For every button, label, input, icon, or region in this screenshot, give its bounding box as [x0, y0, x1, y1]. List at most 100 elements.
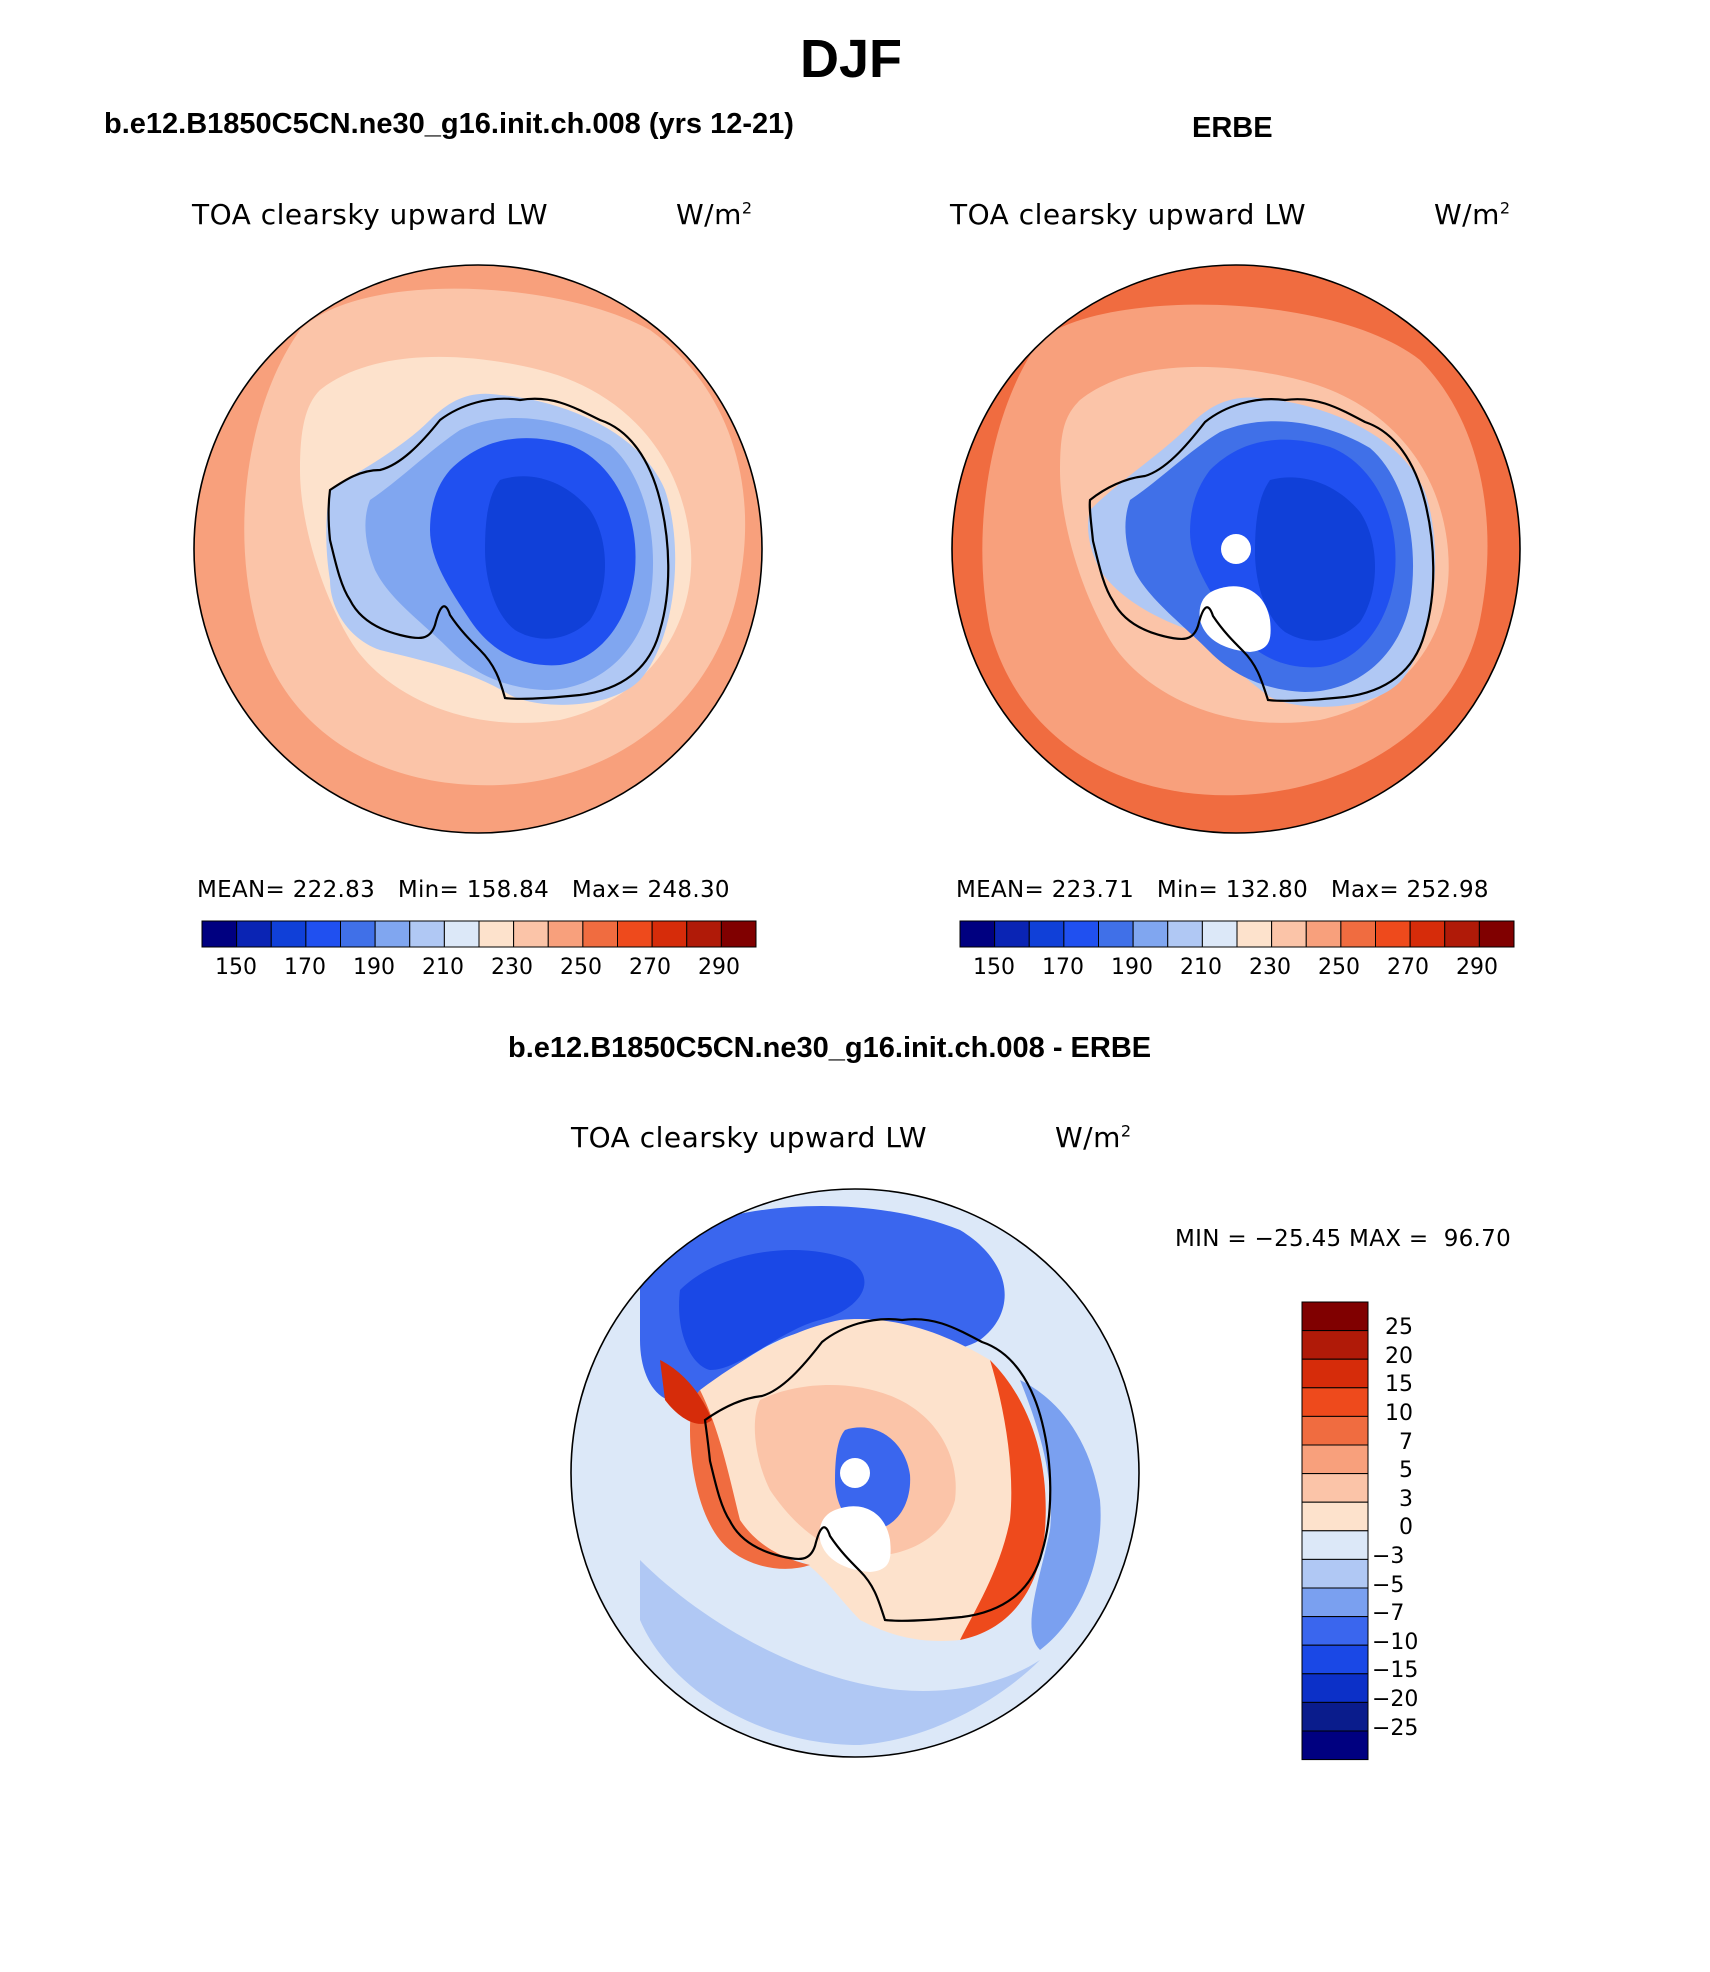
polar-hole: [840, 1458, 870, 1488]
map-border: [193, 264, 763, 834]
map-border: [570, 1188, 1140, 1758]
colorbar-tick: 230: [1249, 955, 1291, 980]
colorbar-cell: [994, 920, 1030, 948]
colorbar-cell: [1305, 920, 1342, 948]
colorbar-tick: 190: [353, 955, 395, 980]
panel-units: W/m2: [1434, 198, 1511, 231]
figure-title: DJF: [800, 29, 903, 89]
colorbar-cell: [1301, 1730, 1369, 1761]
panel-heading-obs: ERBE: [1192, 112, 1273, 144]
colorbar-cell: [1167, 920, 1203, 948]
colorbar-cell: [720, 920, 757, 948]
mean-label: MEAN=: [197, 877, 286, 903]
colorbar-model: [201, 920, 757, 948]
difference-heading: b.e12.B1850C5CN.ne30_g16.init.ch.008 - E…: [508, 1032, 1152, 1064]
colorbar-tick: 270: [629, 955, 671, 980]
colorbar-cell: [236, 920, 272, 948]
colorbar-cell: [1409, 920, 1446, 948]
colorbar-cell: [1301, 1530, 1369, 1560]
polar-map-obs: [952, 265, 1520, 833]
colorbar-tick: 170: [284, 955, 326, 980]
colorbar-tick: 7: [1399, 1430, 1413, 1455]
polar-hole: [1221, 534, 1251, 564]
min-label: Min=: [1156, 877, 1219, 903]
colorbar-tick: −25: [1372, 1716, 1419, 1741]
units-exponent: 2: [1120, 1121, 1132, 1141]
colorbar-tick: 150: [215, 955, 257, 980]
colorbar-tick: 170: [1042, 955, 1084, 980]
colorbar-cell: [1301, 1644, 1369, 1675]
colorbar-cell: [582, 920, 618, 948]
colorbar-tick: 270: [1387, 955, 1429, 980]
colorbar-cell: [374, 920, 411, 948]
colorbar-cell: [547, 920, 584, 948]
ross-ice-gap: [819, 1506, 891, 1572]
colorbar-cell: [1301, 1387, 1369, 1417]
colorbar-cell: [1444, 920, 1480, 948]
colorbar-cell: [1132, 920, 1169, 948]
colorbar-tick: 290: [698, 955, 740, 980]
colorbar-tick: −7: [1372, 1601, 1405, 1626]
diff-negative-south: [640, 1560, 1040, 1745]
variable-name: TOA clearsky upward LW: [950, 198, 1307, 231]
colorbar-cell: [1478, 920, 1515, 948]
colorbar-cell: [1098, 920, 1134, 948]
colorbar-cell: [409, 920, 445, 948]
coastline: [327, 397, 670, 700]
colorbar-cell: [1271, 920, 1307, 948]
colorbar-cell: [1301, 1701, 1369, 1732]
mean-label: MEAN=: [956, 877, 1045, 903]
panel-variable-title: TOA clearsky upward LW: [950, 198, 1306, 231]
units-base: W/m: [1434, 198, 1500, 231]
min-label: Min=: [397, 877, 460, 903]
plateau-core-field: [1255, 477, 1375, 641]
colorbar-cell: [1301, 1415, 1369, 1446]
colorbar-tick: −15: [1372, 1658, 1419, 1683]
colorbar-cell: [617, 920, 653, 948]
colorbar-cell: [1301, 1330, 1369, 1360]
diff-peninsula-warm: [660, 1360, 712, 1424]
colorbar-cell: [1301, 1473, 1369, 1503]
colorbar-cell: [686, 920, 722, 948]
colorbar-cell: [651, 920, 688, 948]
ross-ice-gap: [1199, 586, 1271, 652]
colorbar-tick: 5: [1399, 1458, 1413, 1483]
colorbar-tick: 230: [491, 955, 533, 980]
units-exponent: 2: [1499, 198, 1511, 218]
colorbar-difference: [1301, 1301, 1369, 1761]
max-label: Max=: [1330, 877, 1399, 903]
variable-name: TOA clearsky upward LW: [571, 1121, 928, 1154]
diff-coast-warm-west: [690, 1390, 810, 1569]
colorbar-cell: [1236, 920, 1273, 948]
diff-negative-east: [1020, 1380, 1101, 1650]
colorbar-tick: −10: [1372, 1630, 1419, 1655]
min-value: 158.84: [466, 877, 550, 903]
colorbar-tick: 3: [1399, 1487, 1413, 1512]
colorbar-cell: [1201, 920, 1238, 948]
colorbar-tick: 210: [422, 955, 464, 980]
diff-coast-strong-warm: [960, 1360, 1046, 1640]
difference-variable-title: TOA clearsky upward LW: [571, 1121, 927, 1154]
max-value: 248.30: [647, 877, 730, 903]
colorbar-cell: [1301, 1444, 1369, 1475]
plateau-core-field: [485, 476, 605, 639]
max-label: Max=: [571, 877, 640, 903]
mean-value: 222.83: [292, 877, 375, 903]
colorbar-cell: [443, 920, 480, 948]
colorbar-cell: [1301, 1587, 1369, 1618]
stats-model: MEAN= 222.83 Min= 158.84 Max= 248.30: [197, 877, 730, 903]
units-base: W/m: [676, 198, 742, 231]
colorbar-cell: [340, 920, 376, 948]
colorbar-obs: [959, 920, 1515, 948]
colorbar-cell: [1375, 920, 1411, 948]
colorbar-tick: 210: [1180, 955, 1222, 980]
coastline: [703, 1318, 1052, 1622]
diff-negative-north-deep: [679, 1250, 865, 1370]
colorbar-cell: [1301, 1501, 1369, 1532]
polar-map-model: [194, 265, 762, 833]
difference-minmax: MIN = −25.45 MAX = 96.70: [1175, 1226, 1512, 1252]
colorbar-tick: 15: [1385, 1372, 1413, 1397]
colorbar-cell: [1301, 1558, 1369, 1589]
colorbar-cell: [959, 920, 996, 948]
